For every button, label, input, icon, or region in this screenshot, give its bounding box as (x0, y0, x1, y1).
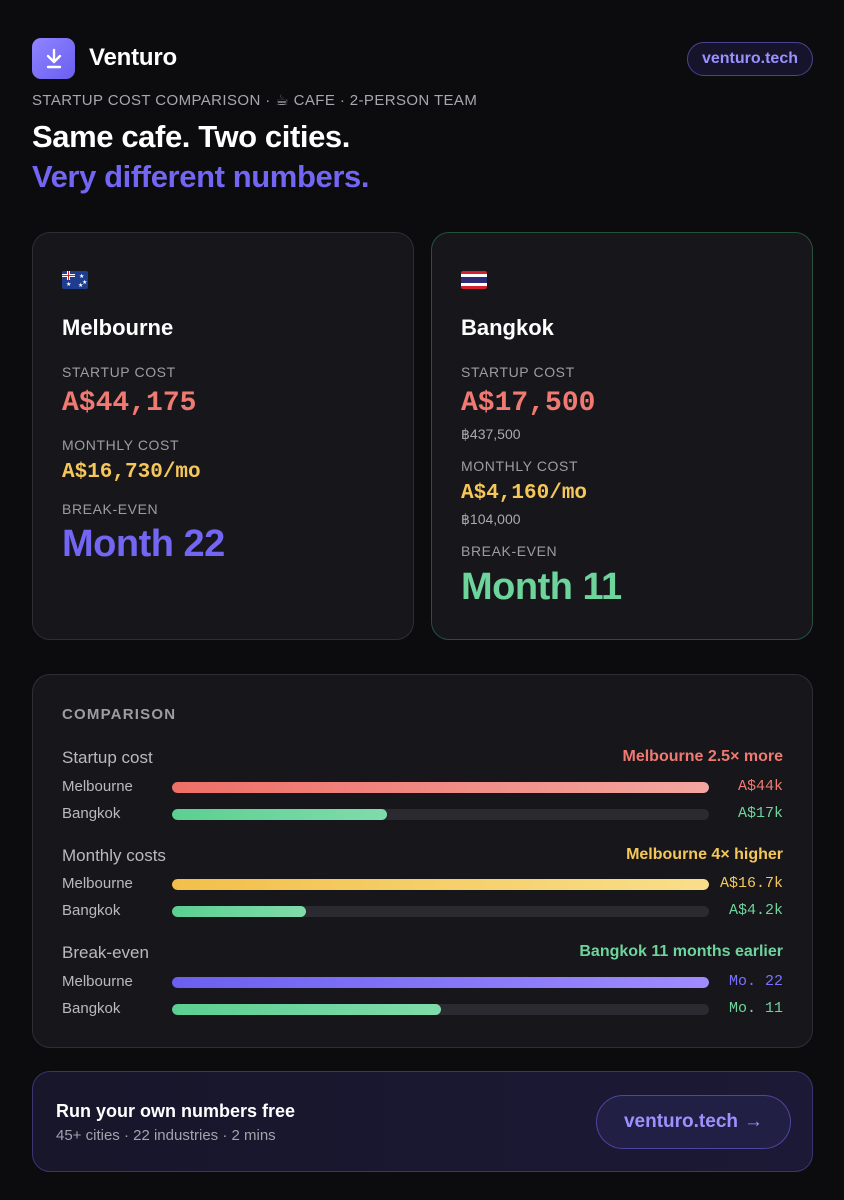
bar-value: A$4.2k (728, 902, 783, 919)
startup-cost-value: A$17,500 (461, 388, 596, 419)
bar-value: Mo. 11 (728, 1000, 783, 1017)
monthly-cost-value: A$4,160/mo (461, 482, 588, 505)
city-card-melbourne: ★ ★ ★ ★ Melbourne STARTUP COST A$44,175 … (32, 232, 414, 640)
row-label: Melbourne (62, 875, 133, 892)
group-label-startup: Startup cost (62, 748, 153, 767)
monthly-cost-local: ฿104,000 (461, 511, 521, 527)
group-note-monthly: Melbourne 4× higher (626, 846, 783, 863)
bar-track (172, 879, 709, 890)
startup-cost-value: A$44,175 (62, 388, 197, 419)
row-label: Melbourne (62, 778, 133, 795)
australia-flag-icon: ★ ★ ★ ★ (62, 271, 88, 289)
row-label: Bangkok (62, 902, 121, 919)
comparison-title: COMPARISON (62, 706, 177, 723)
bar-track (172, 977, 709, 988)
subtitle-prefix: STARTUP COST COMPARISON · (32, 92, 276, 109)
bar-startup-bangkok (172, 809, 387, 820)
startup-cost-label: STARTUP COST (62, 364, 176, 380)
bar-track (172, 782, 709, 793)
bar-monthly-bangkok (172, 906, 307, 917)
bar-track (172, 809, 709, 820)
monthly-cost-label: MONTHLY COST (461, 458, 579, 474)
brand-name: Venturo (89, 44, 177, 71)
venturo-logo-icon (46, 48, 61, 68)
group-label-monthly: Monthly costs (62, 846, 166, 865)
coffee-icon: ☕ (275, 92, 290, 109)
row-label: Bangkok (62, 1000, 121, 1017)
arrow-right-icon: → (744, 1111, 764, 1132)
group-note-startup: Melbourne 2.5× more (622, 748, 784, 765)
city-name: Melbourne (62, 315, 174, 340)
group-note-breakeven: Bangkok 11 months earlier (579, 943, 783, 960)
headline-line-2: Very different numbers. (32, 159, 370, 194)
bar-value: A$16.7k (719, 875, 783, 892)
row-label: Melbourne (62, 973, 133, 990)
bar-value: A$44k (737, 778, 783, 795)
subtitle-suffix: CAFE · 2-PERSON TEAM (289, 92, 478, 109)
city-card-bangkok: Bangkok STARTUP COST A$17,500 ฿437,500 M… (431, 232, 813, 640)
startup-cost-label: STARTUP COST (461, 364, 575, 380)
cta-subtitle: 45+ cities · 22 industries · 2 mins (56, 1127, 276, 1144)
cta-button-label: venturo.tech (623, 1111, 739, 1132)
city-name: Bangkok (461, 315, 554, 340)
site-link-pill[interactable]: venturo.tech (687, 42, 813, 76)
comparison-panel: COMPARISON Startup cost Melbourne 2.5× m… (32, 674, 813, 1048)
startup-cost-local: ฿437,500 (461, 426, 521, 442)
group-label-breakeven: Break-even (62, 943, 149, 962)
cta-title: Run your own numbers free (56, 1101, 296, 1121)
break-even-value: Month 11 (461, 566, 622, 608)
thailand-flag-icon (461, 271, 487, 289)
bar-breakeven-melbourne (172, 977, 709, 988)
monthly-cost-label: MONTHLY COST (62, 437, 180, 453)
page-subtitle: STARTUP COST COMPARISON · ☕ CAFE · 2-PER… (32, 91, 477, 109)
bar-startup-melbourne (172, 782, 709, 793)
bar-track (172, 906, 709, 917)
headline-line-1: Same cafe. Two cities. (32, 119, 350, 154)
bar-monthly-melbourne (172, 879, 709, 890)
break-even-label: BREAK-EVEN (461, 543, 558, 559)
break-even-value: Month 22 (62, 523, 225, 565)
cta-banner: Run your own numbers free 45+ cities · 2… (32, 1071, 813, 1172)
bar-breakeven-bangkok (172, 1004, 441, 1015)
venturo-logo (32, 38, 75, 79)
bar-track (172, 1004, 709, 1015)
row-label: Bangkok (62, 805, 121, 822)
break-even-label: BREAK-EVEN (62, 501, 159, 517)
monthly-cost-value: A$16,730/mo (62, 461, 201, 484)
bar-value: A$17k (737, 805, 783, 822)
bar-value: Mo. 22 (728, 973, 783, 990)
cta-button[interactable]: venturo.tech → (596, 1095, 791, 1149)
